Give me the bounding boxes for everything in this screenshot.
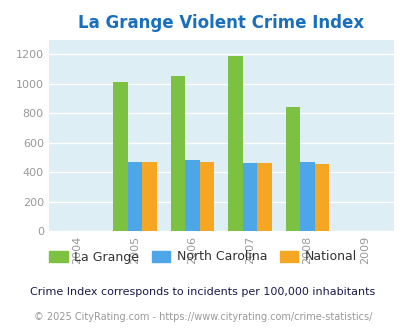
Bar <box>199 161 213 231</box>
Bar <box>300 161 314 231</box>
Text: © 2025 CityRating.com - https://www.cityrating.com/crime-statistics/: © 2025 CityRating.com - https://www.city… <box>34 312 371 322</box>
Bar <box>228 56 242 231</box>
Bar <box>185 160 199 231</box>
Bar <box>285 107 300 231</box>
Bar <box>113 82 128 231</box>
Title: La Grange Violent Crime Index: La Grange Violent Crime Index <box>78 15 363 32</box>
Legend: La Grange, North Carolina, National: La Grange, North Carolina, National <box>44 246 361 269</box>
Text: Crime Index corresponds to incidents per 100,000 inhabitants: Crime Index corresponds to incidents per… <box>30 287 375 297</box>
Bar <box>171 76 185 231</box>
Bar <box>142 161 156 231</box>
Bar <box>257 163 271 231</box>
Bar <box>314 164 328 231</box>
Bar <box>242 163 257 231</box>
Bar <box>128 161 142 231</box>
